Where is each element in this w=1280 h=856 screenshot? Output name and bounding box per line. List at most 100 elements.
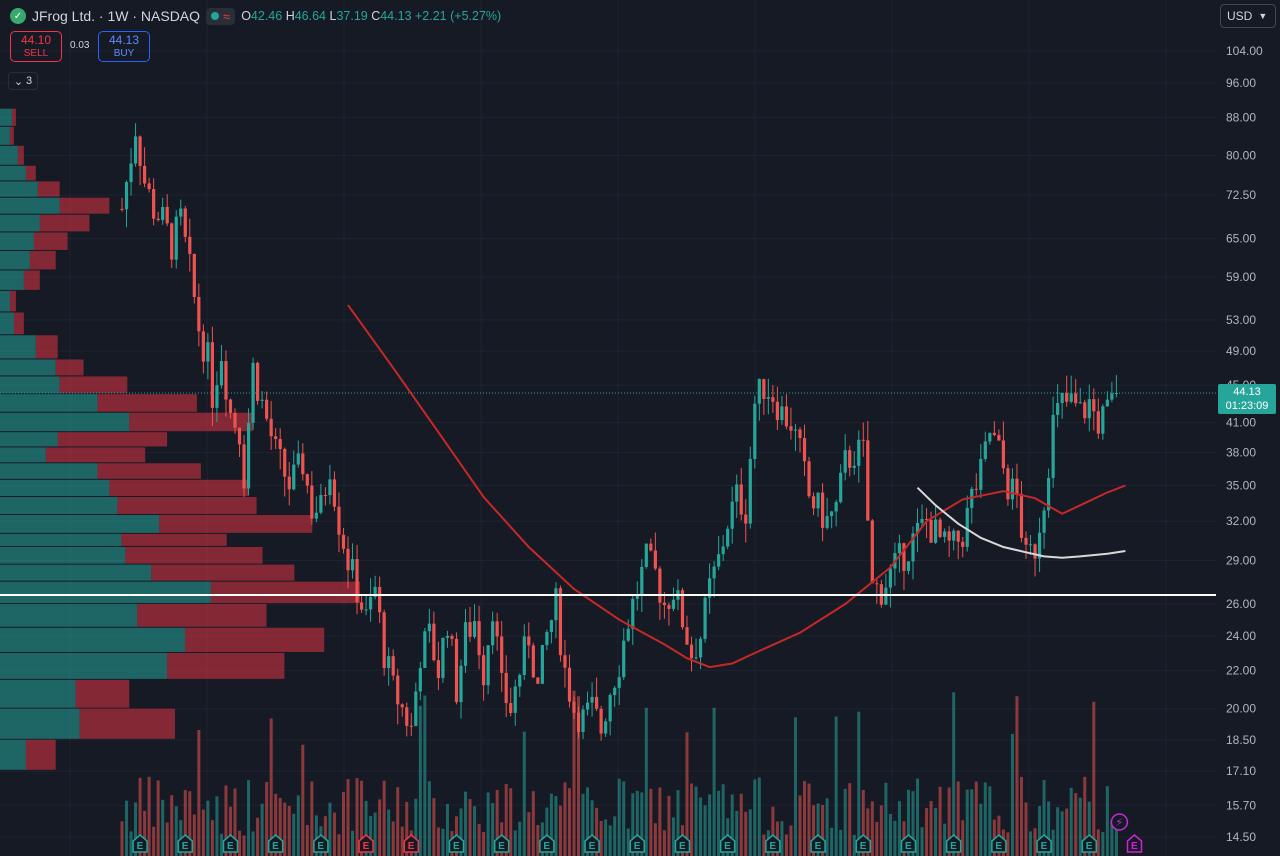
price-tick-label: 17.10 bbox=[1226, 764, 1256, 778]
volume-profile-up-bar bbox=[0, 463, 98, 479]
symbol-title[interactable]: JFrog Ltd. · 1W · NASDAQ bbox=[32, 8, 201, 24]
candle-body bbox=[1078, 402, 1082, 404]
candle-body bbox=[518, 675, 522, 687]
volume-bar bbox=[337, 834, 341, 856]
candle-body bbox=[522, 636, 526, 676]
candle-body bbox=[450, 635, 454, 639]
status-pill[interactable]: ≈ bbox=[206, 7, 236, 25]
volume-bar bbox=[513, 830, 517, 856]
candle-body bbox=[730, 501, 734, 529]
candle-body bbox=[689, 644, 694, 659]
candle-body bbox=[703, 597, 707, 639]
volume-bar bbox=[558, 805, 562, 856]
earnings-marker: E bbox=[403, 834, 420, 853]
volume-bar bbox=[821, 804, 825, 856]
earnings-badge-label: E bbox=[543, 841, 550, 852]
volume-bar bbox=[278, 797, 282, 856]
volume-profile-up-bar bbox=[0, 108, 12, 126]
volume-bar bbox=[875, 821, 879, 856]
candle-body bbox=[789, 426, 793, 431]
volume-bar bbox=[120, 821, 124, 856]
candle-body bbox=[418, 668, 422, 692]
candle-body bbox=[477, 621, 481, 656]
volume-profile-up-bar bbox=[0, 479, 110, 497]
volume-bar bbox=[522, 731, 526, 856]
volume-bar bbox=[477, 823, 481, 856]
volume-bar bbox=[581, 793, 585, 856]
volume-bar bbox=[545, 807, 549, 856]
earnings-badge-shape bbox=[900, 834, 917, 853]
volume-bar bbox=[653, 823, 657, 856]
candle-body bbox=[400, 704, 404, 708]
price-tick-label: 72.50 bbox=[1226, 188, 1256, 202]
volume-bar bbox=[1060, 811, 1064, 856]
volume-bar bbox=[527, 812, 531, 856]
candle-body bbox=[870, 520, 874, 584]
candle-body bbox=[572, 701, 576, 713]
jfrog-frog-icon[interactable]: ✓ bbox=[10, 8, 26, 24]
volume-profile-down-bar bbox=[39, 214, 90, 232]
lightning-icon-ring bbox=[1110, 813, 1129, 831]
candle-body bbox=[581, 709, 585, 733]
sell-button[interactable]: 44.10 SELL bbox=[10, 31, 62, 62]
candle-body bbox=[604, 721, 608, 734]
volume-profile-up-bar bbox=[0, 312, 14, 335]
volume-profile-down-bar bbox=[37, 181, 60, 197]
volume-bar bbox=[839, 829, 843, 856]
volume-bar bbox=[812, 805, 816, 856]
lightning-icon: ⚡ bbox=[1110, 813, 1129, 831]
earnings-marker: E bbox=[674, 834, 691, 853]
volume-bar bbox=[210, 820, 214, 856]
volume-bar bbox=[292, 813, 296, 856]
candle-body bbox=[1074, 393, 1078, 404]
volume-profile-up-bar bbox=[0, 604, 138, 627]
volume-bar bbox=[427, 781, 431, 856]
moving-average-red bbox=[347, 304, 1126, 669]
candle-body bbox=[662, 602, 666, 606]
volume-bar bbox=[608, 825, 612, 856]
indicators-toggle[interactable]: ⌄ 3 bbox=[8, 72, 38, 90]
volume-bar bbox=[405, 801, 409, 856]
candle-body bbox=[563, 655, 567, 668]
close-value: 44.13 bbox=[380, 9, 412, 23]
candle-body bbox=[120, 208, 124, 210]
volume-bar bbox=[305, 824, 309, 856]
earnings-badge-shape bbox=[584, 834, 600, 853]
volume-bar bbox=[531, 791, 535, 856]
chart-header: ✓ JFrog Ltd. · 1W · NASDAQ ≈ O42.46 H46.… bbox=[10, 6, 501, 26]
candle-body bbox=[1047, 477, 1051, 511]
volume-profile-down-bar bbox=[125, 546, 263, 564]
buy-button[interactable]: 44.13 BUY bbox=[98, 31, 150, 62]
price-tick-label: 38.00 bbox=[1226, 446, 1256, 460]
volume-bar bbox=[296, 795, 300, 856]
volume-bar bbox=[152, 826, 156, 856]
volume-bar bbox=[970, 789, 974, 856]
volume-profile-down-bar bbox=[33, 232, 68, 250]
volume-bar bbox=[830, 827, 834, 856]
candle-body bbox=[1051, 414, 1055, 478]
volume-bar bbox=[373, 812, 377, 856]
volume-bar bbox=[1029, 831, 1033, 856]
candle-body bbox=[766, 397, 770, 399]
candle-body bbox=[613, 687, 617, 696]
candle-body bbox=[346, 548, 350, 571]
volume-bar bbox=[134, 802, 138, 856]
earnings-badge-label: E bbox=[950, 841, 957, 852]
volume-bar bbox=[983, 782, 987, 856]
volume-bar bbox=[287, 805, 291, 856]
volume-bar bbox=[916, 778, 920, 856]
volume-profile-up-bar bbox=[0, 165, 26, 181]
volume-profile-up-bar bbox=[0, 652, 168, 679]
candle-body bbox=[1105, 399, 1109, 407]
price-tick-label: 88.00 bbox=[1226, 111, 1256, 125]
volume-bar bbox=[197, 729, 201, 856]
buy-label: BUY bbox=[113, 47, 135, 59]
candle-body bbox=[1087, 399, 1091, 419]
candle-body bbox=[323, 495, 327, 497]
candle-body bbox=[793, 429, 798, 431]
moving-average-white bbox=[916, 486, 1126, 559]
currency-select[interactable]: USD ▼ bbox=[1220, 4, 1276, 28]
volume-bar bbox=[256, 817, 260, 856]
earnings-marker: E bbox=[991, 834, 1007, 853]
